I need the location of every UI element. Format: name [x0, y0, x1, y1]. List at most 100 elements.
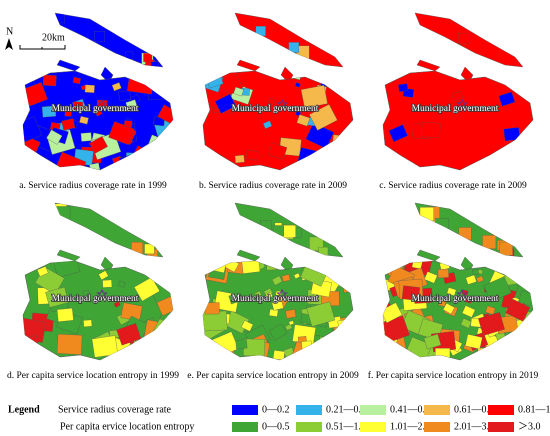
district: [465, 297, 473, 304]
panel-caption: c. Service radius coverage rate in 2009: [379, 181, 527, 191]
district: [228, 292, 242, 305]
legend-swatch: [296, 405, 322, 415]
district: [23, 349, 40, 360]
district: [507, 350, 523, 360]
legend-swatch: [360, 422, 386, 432]
district: [424, 271, 438, 284]
district: [245, 149, 259, 161]
district: [150, 61, 159, 67]
district: [323, 332, 347, 354]
district: [285, 309, 297, 319]
legend-item-label: 0—0.5: [262, 421, 290, 432]
district: [331, 144, 342, 154]
district: [91, 335, 118, 358]
island: [234, 12, 344, 68]
district: [337, 318, 353, 334]
government-label: Municipal government: [232, 294, 319, 304]
district: [64, 110, 72, 117]
island-patches: [458, 32, 470, 45]
map-panel: Municipal government: [382, 202, 534, 361]
district: [83, 319, 93, 327]
legend-swatch: [360, 405, 386, 415]
district: [95, 109, 103, 117]
district: [127, 71, 155, 95]
panel-caption: b. Service radius coverage rate in 2009: [199, 181, 347, 191]
district: [478, 312, 505, 336]
district: [268, 142, 288, 160]
district: [421, 121, 441, 139]
district: [300, 85, 328, 109]
district: [113, 301, 121, 308]
district: [511, 342, 533, 360]
district: [505, 298, 531, 322]
legend-swatch: [232, 405, 258, 415]
district: [435, 348, 451, 360]
district: [303, 154, 328, 170]
district: [133, 150, 147, 163]
district: [499, 241, 513, 256]
government-marker: [96, 98, 108, 110]
district: [82, 290, 90, 297]
legend-swatch: [424, 422, 450, 432]
district: [268, 323, 288, 341]
district: [296, 147, 325, 170]
district: [111, 82, 122, 92]
panel-caption: e. Per capita service location entropy i…: [187, 371, 359, 381]
district: [80, 132, 92, 142]
district: [325, 261, 351, 280]
district: [234, 154, 245, 164]
district: [309, 104, 338, 131]
district: [267, 97, 276, 105]
district: [465, 334, 483, 350]
district: [283, 225, 296, 238]
legend-item-label: 0.51—1.0: [326, 421, 366, 432]
district: [84, 84, 95, 93]
district: [508, 331, 533, 356]
district: [446, 287, 457, 296]
legend-item-label: ＞3.0: [518, 421, 541, 432]
legend-item-label: 2.01—3.0: [454, 421, 494, 432]
district: [472, 269, 480, 276]
district: [116, 323, 142, 346]
district: [89, 136, 108, 154]
island: [236, 249, 261, 262]
district: [117, 280, 126, 288]
district: [460, 317, 472, 329]
district: [23, 71, 35, 82]
district: [214, 93, 237, 114]
district: [118, 90, 131, 101]
district: [134, 276, 160, 302]
government-label: Municipal government: [412, 294, 499, 304]
district: [294, 82, 301, 88]
district: [483, 276, 512, 303]
district: [235, 339, 248, 350]
island: [56, 59, 81, 72]
district: [477, 346, 505, 360]
district: [254, 290, 262, 298]
legend-item-label: 0.61—0.8: [454, 404, 494, 415]
island-patches: [55, 13, 159, 67]
district: [262, 120, 273, 129]
government-label: Municipal government: [52, 104, 139, 114]
legend-swatch: [296, 422, 322, 432]
government-marker: [96, 288, 108, 300]
government-marker: [456, 288, 468, 300]
district: [124, 120, 133, 128]
district: [458, 32, 470, 45]
government-label: Municipal government: [232, 104, 319, 114]
district: [293, 272, 301, 279]
district: [203, 344, 220, 360]
district: [89, 162, 101, 170]
government-label: Municipal government: [412, 104, 499, 114]
map-panel: Municipal government: [202, 202, 354, 361]
scale-bar: [19, 45, 66, 50]
district: [143, 143, 173, 170]
map-panel: Municipal government: [202, 12, 354, 171]
legend-swatch: [488, 405, 514, 415]
district: [152, 143, 166, 156]
legend-item-label: 0.41—0.6: [390, 404, 430, 415]
legend-item-label: 1.01—2.0: [390, 421, 430, 432]
district: [73, 101, 83, 110]
district: [265, 291, 273, 299]
